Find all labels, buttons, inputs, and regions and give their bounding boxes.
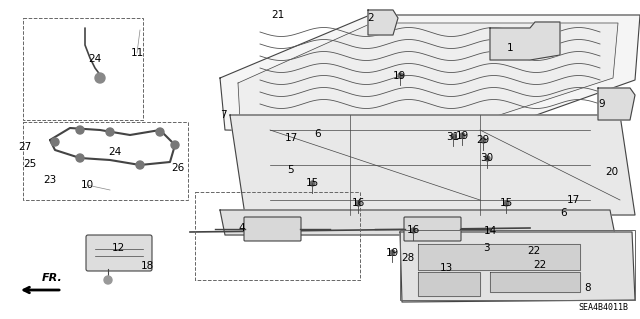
- Polygon shape: [598, 88, 635, 120]
- Circle shape: [95, 73, 105, 83]
- Polygon shape: [400, 232, 635, 302]
- Text: 17: 17: [566, 195, 580, 205]
- Polygon shape: [220, 15, 640, 135]
- Polygon shape: [418, 272, 480, 296]
- Text: 9: 9: [598, 99, 605, 109]
- Polygon shape: [220, 210, 615, 235]
- Text: 19: 19: [456, 131, 468, 141]
- Text: 3: 3: [483, 243, 490, 253]
- Text: 1: 1: [507, 43, 513, 53]
- Text: 2: 2: [368, 13, 374, 23]
- Text: 10: 10: [81, 180, 93, 190]
- Circle shape: [136, 161, 144, 169]
- Text: 11: 11: [131, 48, 143, 58]
- Circle shape: [106, 128, 114, 136]
- Polygon shape: [418, 244, 580, 270]
- Bar: [400, 230, 635, 300]
- Text: 8: 8: [585, 283, 591, 293]
- Polygon shape: [490, 272, 580, 292]
- Text: 7: 7: [220, 110, 227, 120]
- Text: 19: 19: [392, 71, 406, 81]
- Text: 6: 6: [561, 208, 567, 218]
- Text: 19: 19: [385, 248, 399, 258]
- Polygon shape: [238, 23, 618, 123]
- Text: 31: 31: [446, 132, 460, 142]
- Text: FR.: FR.: [42, 273, 62, 283]
- Bar: [23, 18, 143, 120]
- Bar: [195, 192, 360, 280]
- Text: 20: 20: [605, 167, 619, 177]
- Circle shape: [76, 126, 84, 134]
- Text: 18: 18: [140, 261, 154, 271]
- Text: SEA4B4011B: SEA4B4011B: [578, 303, 628, 312]
- Text: 6: 6: [315, 129, 321, 139]
- Text: 29: 29: [476, 135, 490, 145]
- Text: 24: 24: [88, 54, 102, 64]
- Text: 21: 21: [271, 10, 285, 20]
- Text: 4: 4: [239, 223, 245, 233]
- FancyBboxPatch shape: [244, 217, 301, 241]
- Text: 28: 28: [401, 253, 415, 263]
- Polygon shape: [490, 22, 560, 60]
- Polygon shape: [368, 10, 398, 35]
- FancyBboxPatch shape: [86, 235, 152, 271]
- Text: 22: 22: [527, 246, 541, 256]
- Polygon shape: [230, 115, 635, 215]
- Text: 15: 15: [305, 178, 319, 188]
- Text: 14: 14: [483, 226, 497, 236]
- Circle shape: [51, 138, 59, 146]
- Text: 16: 16: [351, 198, 365, 208]
- FancyBboxPatch shape: [404, 217, 461, 241]
- Circle shape: [156, 128, 164, 136]
- Circle shape: [104, 276, 112, 284]
- Text: 15: 15: [499, 198, 513, 208]
- Text: 16: 16: [406, 225, 420, 235]
- Text: 25: 25: [24, 159, 36, 169]
- Circle shape: [171, 141, 179, 149]
- Text: 12: 12: [111, 243, 125, 253]
- Text: 23: 23: [44, 175, 56, 185]
- Text: 17: 17: [284, 133, 298, 143]
- Text: 22: 22: [533, 260, 547, 270]
- Text: 27: 27: [19, 142, 31, 152]
- Text: 13: 13: [440, 263, 452, 273]
- Text: 5: 5: [288, 165, 294, 175]
- Text: 24: 24: [108, 147, 122, 157]
- Bar: [23, 122, 188, 200]
- Circle shape: [76, 154, 84, 162]
- Text: 30: 30: [481, 153, 493, 163]
- Text: 26: 26: [172, 163, 184, 173]
